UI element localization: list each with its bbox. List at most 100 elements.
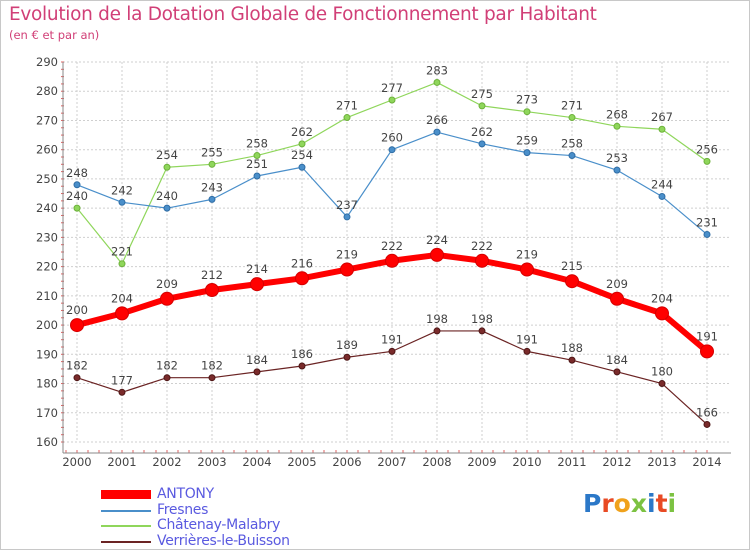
data-label: 198 bbox=[471, 312, 493, 326]
data-label: 258 bbox=[561, 137, 583, 151]
data-point bbox=[208, 195, 216, 203]
data-label: 204 bbox=[111, 291, 133, 305]
data-point bbox=[208, 374, 216, 382]
x-tick-label: 2013 bbox=[647, 455, 676, 469]
x-tick-label: 2007 bbox=[377, 455, 406, 469]
series-fresnes: 248 242 240 243 251 254 237 260 266 262 259 258 253 2… bbox=[66, 113, 718, 238]
data-label: 283 bbox=[426, 63, 448, 77]
x-tick-label: 2014 bbox=[692, 455, 721, 469]
data-point bbox=[343, 114, 351, 122]
legend-swatch bbox=[101, 540, 151, 543]
data-label: 271 bbox=[336, 99, 358, 113]
logo-letter: i bbox=[647, 489, 656, 518]
data-point bbox=[430, 247, 444, 262]
data-label: 275 bbox=[471, 87, 493, 101]
data-point bbox=[388, 146, 396, 154]
series-verri-res-le-buisson: 182 177 182 182 184 186 189 191 198 198 191 188 184 1… bbox=[66, 312, 718, 428]
data-label: 262 bbox=[471, 125, 493, 139]
legend-label: ANTONY bbox=[157, 486, 214, 502]
data-point bbox=[613, 122, 621, 130]
x-tick-label: 2004 bbox=[242, 455, 271, 469]
x-tick-label: 2000 bbox=[62, 455, 91, 469]
data-label: 277 bbox=[381, 81, 403, 95]
data-point bbox=[343, 213, 351, 221]
data-point bbox=[568, 152, 576, 160]
data-point bbox=[658, 192, 666, 200]
y-tick-label: 290 bbox=[36, 55, 58, 69]
data-label: 184 bbox=[246, 353, 268, 367]
data-point bbox=[658, 380, 666, 388]
data-point bbox=[388, 96, 396, 104]
y-tick-label: 230 bbox=[36, 230, 58, 244]
data-point bbox=[655, 306, 669, 321]
x-tick-label: 2008 bbox=[422, 455, 451, 469]
data-point bbox=[613, 166, 621, 174]
data-point bbox=[163, 204, 171, 212]
data-label: 198 bbox=[426, 312, 448, 326]
data-point bbox=[523, 149, 531, 157]
legend-swatch bbox=[101, 490, 151, 499]
data-point bbox=[298, 140, 306, 148]
data-point bbox=[298, 362, 306, 370]
data-point bbox=[253, 172, 261, 180]
data-point bbox=[658, 125, 666, 133]
data-point bbox=[118, 388, 126, 396]
legend-label: Verrières-le-Buisson bbox=[157, 532, 290, 549]
data-label: 222 bbox=[381, 239, 403, 253]
data-point bbox=[700, 344, 714, 359]
data-point bbox=[388, 347, 396, 355]
data-point bbox=[73, 181, 81, 189]
data-label: 222 bbox=[471, 239, 493, 253]
data-label: 215 bbox=[561, 259, 583, 273]
y-tick-label: 200 bbox=[36, 318, 58, 332]
data-label: 242 bbox=[111, 183, 133, 197]
data-point bbox=[433, 327, 441, 335]
data-label: 231 bbox=[696, 215, 718, 229]
data-label: 182 bbox=[156, 359, 178, 373]
data-label: 248 bbox=[66, 166, 88, 180]
data-point bbox=[115, 306, 129, 321]
x-tick-label: 2001 bbox=[107, 455, 136, 469]
data-point bbox=[703, 230, 711, 238]
data-label: 240 bbox=[156, 189, 178, 203]
data-point bbox=[613, 368, 621, 376]
data-point bbox=[568, 114, 576, 122]
data-label: 214 bbox=[246, 262, 268, 276]
data-point bbox=[340, 262, 354, 277]
data-point bbox=[478, 140, 486, 148]
data-label: 191 bbox=[381, 332, 403, 346]
data-label: 200 bbox=[66, 303, 88, 317]
legend-label: Fresnes bbox=[157, 501, 209, 518]
data-label: 271 bbox=[561, 99, 583, 113]
data-point bbox=[610, 291, 624, 306]
y-tick-label: 180 bbox=[36, 377, 58, 391]
data-label: 191 bbox=[516, 332, 538, 346]
data-point bbox=[565, 274, 579, 289]
data-label: 254 bbox=[291, 148, 313, 162]
logo-letter: P bbox=[583, 489, 602, 518]
data-label: 259 bbox=[516, 134, 538, 148]
data-label: 209 bbox=[606, 277, 628, 291]
data-point bbox=[478, 102, 486, 110]
y-tick-label: 260 bbox=[36, 143, 58, 157]
data-label: 244 bbox=[651, 177, 673, 191]
x-tick-label: 2003 bbox=[197, 455, 226, 469]
data-label: 273 bbox=[516, 93, 538, 107]
data-label: 182 bbox=[66, 359, 88, 373]
chart-subtitle: (en € et par an) bbox=[9, 28, 100, 42]
data-label: 262 bbox=[291, 125, 313, 139]
data-label: 240 bbox=[66, 189, 88, 203]
data-label: 188 bbox=[561, 341, 583, 355]
data-label: 224 bbox=[426, 233, 448, 247]
data-label: 166 bbox=[696, 405, 718, 419]
data-label: 260 bbox=[381, 131, 403, 145]
data-label: 216 bbox=[291, 256, 313, 270]
data-point bbox=[118, 198, 126, 206]
x-tick-label: 2002 bbox=[152, 455, 181, 469]
logo-letter: r bbox=[601, 489, 614, 518]
legend-label: Châtenay-Malabry bbox=[157, 517, 281, 533]
data-label: 209 bbox=[156, 277, 178, 291]
data-point bbox=[433, 128, 441, 136]
